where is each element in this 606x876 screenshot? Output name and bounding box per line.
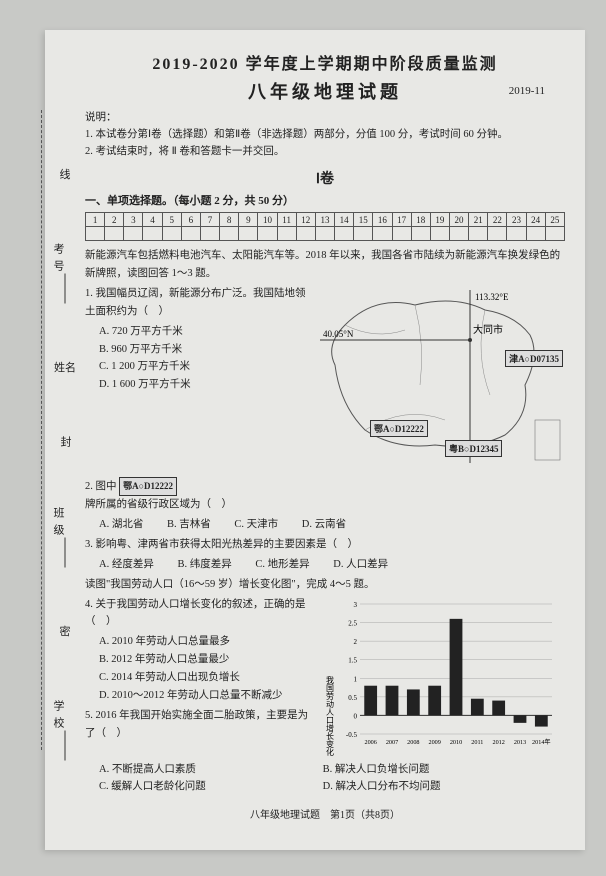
page-footer: 八年级地理试题 第1页（共8页）: [85, 806, 565, 821]
q2-stem-post: 牌所属的省级行政区域为（ ）: [85, 499, 232, 510]
q4-opt-d: D. 2010～2012 年劳动人口总量不断减少: [99, 687, 315, 705]
answer-grid-header: 1234567891011121314151617181920212223242…: [86, 213, 565, 227]
q5-opt-b: B. 解决人口负增长问题: [323, 761, 547, 779]
exam-date: 2019-11: [509, 85, 545, 97]
svg-text:0: 0: [354, 712, 358, 720]
map-lat-label: 40.05°N: [323, 329, 354, 339]
exam-title: 2019-2020 学年度上学期期中阶段质量监测: [85, 50, 565, 74]
q2-opt-d: D. 云南省: [302, 519, 346, 530]
instructions-label: 说明：: [85, 110, 565, 127]
q5-options: A. 不断提高人口素质 B. 解决人口负增长问题 C. 缓解人口老龄化问题 D.…: [99, 761, 565, 797]
blank-line: [65, 731, 66, 761]
q1-opt-c: C. 1 200 万平方千米: [99, 358, 315, 376]
q1-opt-b: B. 960 万平方千米: [99, 341, 315, 359]
q4-opt-a: A. 2010 年劳动人口总量最多: [99, 633, 315, 651]
volume-heading: Ⅰ卷: [85, 168, 565, 188]
seal-line-label-3: 密: [60, 623, 71, 639]
exam-paper: 线 考号 姓名 封 班级 密 学校 2019-2020 学年度上学期期中阶段质量…: [45, 30, 585, 850]
q2-stem-pre: 2. 图中: [85, 481, 117, 492]
svg-text:2006: 2006: [364, 739, 376, 746]
map-lon-label: 113.32°E: [475, 292, 509, 302]
q4-opt-c: C. 2014 年劳动人口出现负增长: [99, 669, 315, 687]
q3-options: A. 经度差异 B. 纬度差异 C. 地形差异 D. 人口差异: [99, 556, 565, 574]
svg-text:我国劳动人口增长变化图（%）: 我国劳动人口增长变化图（%）: [326, 675, 335, 756]
intro-1-3: 新能源汽车包括燃料电池汽车、太阳能汽车等。2018 年以来，我国各省市陆续为新能…: [85, 247, 565, 283]
section-1-title: 一、单项选择题。（每小题 2 分，共 50 分）: [85, 192, 565, 208]
svg-text:2012: 2012: [492, 739, 504, 746]
q3-opt-b: B. 纬度差异: [177, 559, 231, 570]
svg-text:2013: 2013: [514, 739, 526, 746]
q3-opt-d: D. 人口差异: [333, 559, 388, 570]
svg-text:3: 3: [354, 601, 358, 609]
q5-opt-a: A. 不断提高人口素质: [99, 761, 323, 779]
labor-chart: 我国劳动人口增长变化图（%） -0.5 0 0.5 1 1.5 2 2.5 3 2006 2007 2…: [320, 596, 560, 756]
binding-margin: 线 考号 姓名 封 班级 密 学校: [45, 130, 85, 780]
svg-text:2.5: 2.5: [348, 619, 357, 627]
svg-text:2008: 2008: [407, 739, 419, 746]
q2-opt-a: A. 湖北省: [99, 519, 143, 530]
instruction-2: 2. 考试结束时，将 Ⅱ 卷和答题卡一并交回。: [85, 144, 565, 161]
q1-stem: 1. 我国幅员辽阔，新能源分布广泛。我国陆地领土面积约为（ ）: [85, 285, 315, 321]
q3-opt-c: C. 地形差异: [255, 559, 309, 570]
dashed-binding-line: [41, 110, 42, 750]
q2-opt-b: B. 吉林省: [167, 519, 211, 530]
q2-options: A. 湖北省 B. 吉林省 C. 天津市 D. 云南省: [99, 516, 565, 534]
blank-line: [65, 538, 66, 568]
svg-text:2: 2: [354, 638, 358, 646]
q4-block: 4. 关于我国劳动人口增长变化的叙述，正确的是（ ） A. 2010 年劳动人口…: [85, 596, 565, 761]
q1-opt-a: A. 720 万平方千米: [99, 323, 315, 341]
q2-plate: 鄂A○D12222: [119, 477, 177, 496]
answer-grid: 1234567891011121314151617181920212223242…: [85, 212, 565, 241]
side-label-xuexiao: 学校: [50, 700, 66, 734]
seal-line-label-2: 姓名: [54, 359, 76, 375]
plate-e: 鄂A○D12222: [370, 420, 428, 437]
svg-text:2009: 2009: [428, 739, 440, 746]
q5-opt-c: C. 缓解人口老龄化问题: [99, 778, 323, 796]
instructions: 说明： 1. 本试卷分第Ⅰ卷（选择题）和第Ⅱ卷（非选择题）两部分，分值 100 …: [85, 110, 565, 160]
svg-text:2011: 2011: [471, 739, 483, 746]
svg-text:1.5: 1.5: [348, 656, 357, 664]
q1-block: 1. 我国幅员辽阔，新能源分布广泛。我国陆地领土面积约为（ ） A. 720 万…: [85, 285, 565, 475]
q5-opt-d: D. 解决人口分布不均问题: [323, 778, 547, 796]
svg-text:0.5: 0.5: [348, 693, 357, 701]
svg-text:2010: 2010: [450, 739, 462, 746]
blank-line: [65, 274, 66, 304]
side-label-banji: 班级: [50, 507, 66, 541]
side-label-kaohao: 考号: [50, 243, 66, 277]
q1-opt-d: D. 1 600 万平方千米: [99, 376, 315, 394]
plate-jin: 津A○D07135: [505, 350, 563, 367]
q3-stem: 3. 影响粤、津两省市获得太阳光热差异的主要因素是（ ）: [85, 536, 565, 554]
q2-stem: 2. 图中 鄂A○D12222 牌所属的省级行政区域为（ ）: [85, 477, 565, 514]
q3-opt-a: A. 经度差异: [99, 559, 154, 570]
svg-text:2014年: 2014年: [532, 738, 551, 746]
q5-stem: 5. 2016 年我国开始实施全面二胎政策，主要是为了（ ）: [85, 707, 315, 743]
plate-yue: 粤B○D12345: [445, 440, 502, 457]
map-city-label: 大同市: [473, 323, 503, 336]
instruction-1: 1. 本试卷分第Ⅰ卷（选择题）和第Ⅱ卷（非选择题）两部分，分值 100 分，考试…: [85, 127, 565, 144]
intro-4-5: 读图"我国劳动人口（16～59 岁）增长变化图"，完成 4～5 题。: [85, 576, 565, 594]
q2-opt-c: C. 天津市: [234, 519, 278, 530]
seal-line-label-1: 线: [60, 166, 71, 182]
q4-opt-b: B. 2012 年劳动人口总量最少: [99, 651, 315, 669]
svg-text:1: 1: [354, 675, 358, 683]
china-map: 113.32°E 40.05°N 大同市 津A○D07135 鄂A○D12222…: [315, 285, 565, 465]
side-label-xingming: 封: [57, 436, 73, 453]
exam-subject: 八年级地理试题: [85, 78, 565, 104]
svg-text:-0.5: -0.5: [346, 731, 358, 739]
answer-grid-blank: [86, 227, 565, 241]
svg-text:2007: 2007: [386, 739, 398, 746]
q4-stem: 4. 关于我国劳动人口增长变化的叙述，正确的是（ ）: [85, 596, 315, 632]
